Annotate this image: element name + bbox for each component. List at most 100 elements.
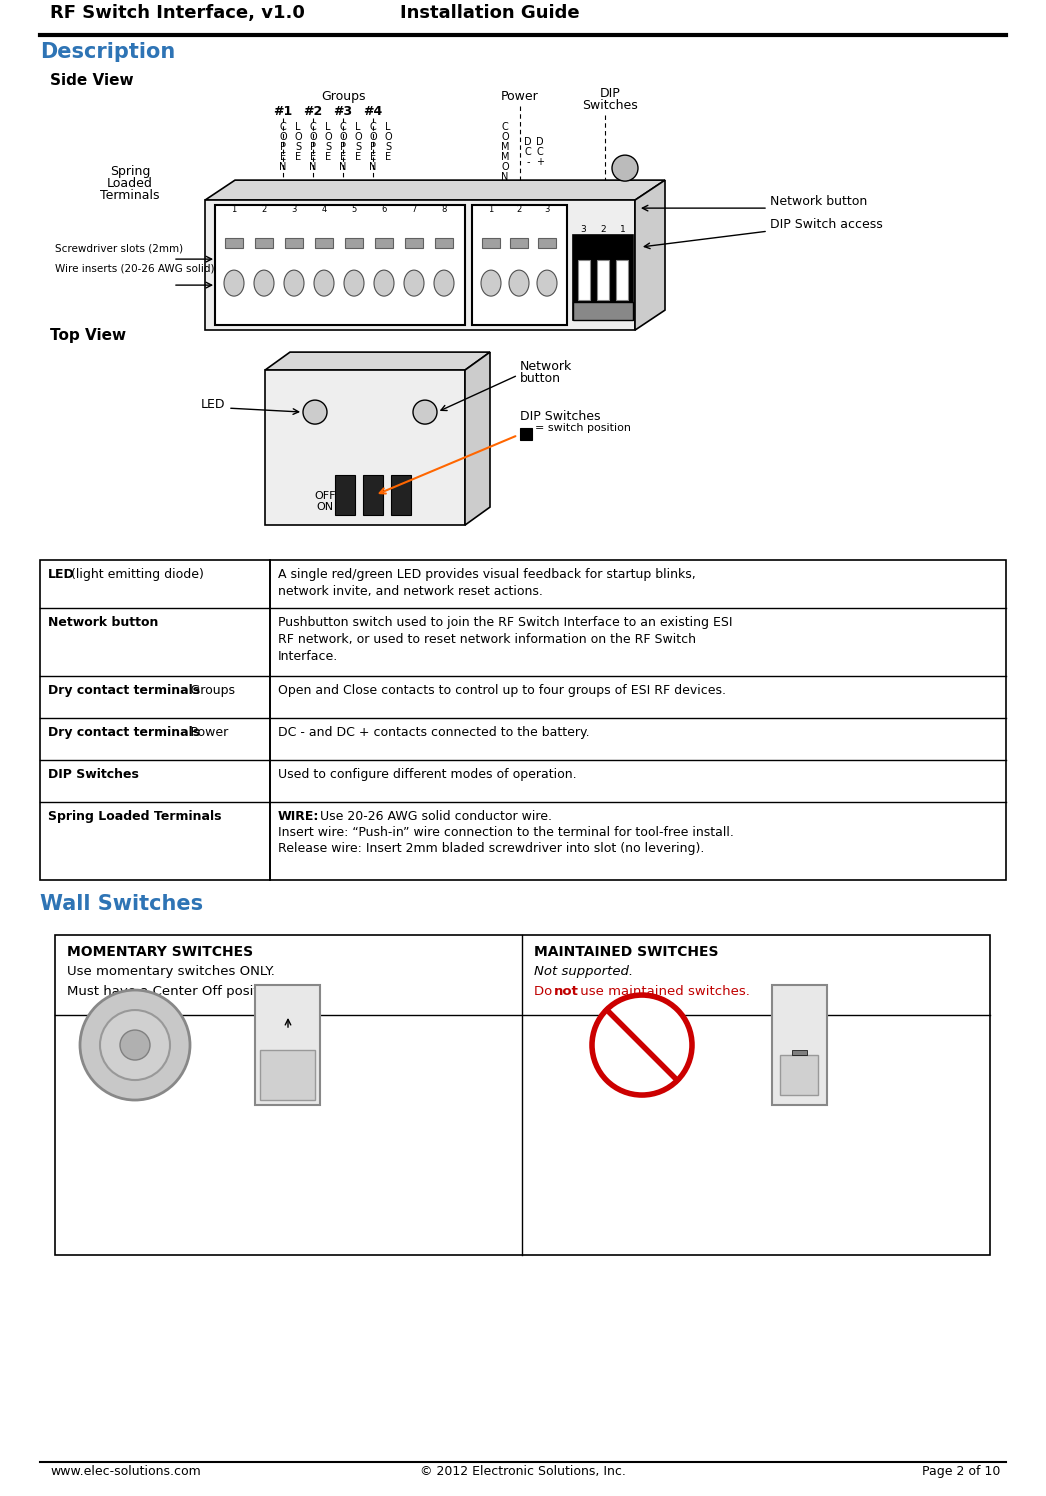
Bar [285, 238, 303, 248]
Circle shape [413, 399, 437, 423]
Text: 2: 2 [600, 224, 606, 233]
Text: LED: LED [48, 568, 74, 580]
Text: 1: 1 [231, 205, 236, 214]
Text: E: E [370, 153, 377, 162]
Text: S: S [355, 142, 361, 153]
Text: DIP Switches: DIP Switches [520, 410, 600, 423]
Text: N: N [339, 162, 346, 172]
Text: LED: LED [201, 398, 225, 411]
Text: 5: 5 [351, 205, 357, 214]
Text: C: C [525, 147, 531, 157]
Bar [363, 476, 383, 515]
Circle shape [120, 1031, 150, 1061]
Circle shape [612, 156, 638, 181]
Text: L: L [356, 123, 361, 132]
Circle shape [100, 1010, 170, 1080]
Text: S: S [325, 142, 332, 153]
Text: Switches: Switches [583, 99, 638, 112]
Text: = switch position: = switch position [535, 423, 631, 434]
Text: L: L [385, 123, 391, 132]
Text: M: M [501, 142, 509, 153]
Text: O: O [294, 132, 302, 142]
Text: Screwdriver slots (2mm): Screwdriver slots (2mm) [55, 244, 183, 253]
Text: Description: Description [40, 42, 176, 63]
Text: P: P [310, 142, 316, 153]
Text: OFF: OFF [314, 491, 336, 501]
Text: +: + [536, 157, 544, 168]
Bar [255, 984, 320, 1106]
Bar [573, 302, 633, 320]
Bar [573, 235, 633, 320]
Bar [772, 984, 827, 1106]
Text: MAINTAINED SWITCHES: MAINTAINED SWITCHES [535, 945, 719, 959]
Text: A single red/green LED provides visual feedback for startup blinks,
network invi: A single red/green LED provides visual f… [278, 568, 696, 598]
Text: E: E [280, 153, 286, 162]
Text: 3: 3 [292, 205, 297, 214]
Text: -: - [526, 157, 529, 168]
Text: 2: 2 [517, 205, 522, 214]
Text: 6: 6 [382, 205, 387, 214]
Ellipse shape [344, 271, 364, 296]
Text: www.elec-solutions.com: www.elec-solutions.com [50, 1465, 201, 1478]
Bar [538, 238, 556, 248]
Text: (light emitting diode): (light emitting diode) [67, 568, 204, 580]
Text: Pushbutton switch used to join the RF Switch Interface to an existing ESI
RF net: Pushbutton switch used to join the RF Sw… [278, 616, 732, 663]
Bar [472, 205, 567, 325]
Polygon shape [205, 180, 665, 200]
Text: Side View: Side View [50, 73, 134, 88]
Text: P: P [280, 142, 286, 153]
Text: Dry contact terminals: Dry contact terminals [48, 684, 200, 697]
Bar [616, 260, 628, 301]
Text: C: C [310, 123, 316, 132]
Text: E: E [340, 153, 346, 162]
Ellipse shape [224, 271, 244, 296]
Text: E: E [355, 153, 361, 162]
Ellipse shape [374, 271, 394, 296]
Text: Groups: Groups [321, 90, 365, 103]
Bar [435, 238, 453, 248]
Text: C: C [502, 123, 508, 132]
Text: Use 20-26 AWG solid conductor wire.: Use 20-26 AWG solid conductor wire. [316, 809, 552, 823]
Circle shape [79, 990, 190, 1100]
Text: 3: 3 [544, 205, 550, 214]
Text: Dry contact terminals: Dry contact terminals [48, 726, 200, 739]
Bar [315, 238, 333, 248]
Bar [255, 238, 273, 248]
Bar [405, 238, 423, 248]
Bar [597, 260, 609, 301]
Text: O: O [355, 132, 362, 142]
Bar [376, 238, 393, 248]
Text: 7: 7 [411, 205, 416, 214]
Text: RF Switch Interface, v1.0: RF Switch Interface, v1.0 [50, 4, 304, 22]
Text: 3: 3 [581, 224, 586, 233]
Text: DIP Switch access: DIP Switch access [770, 218, 883, 230]
Bar [335, 476, 355, 515]
Text: Loaded: Loaded [107, 177, 153, 190]
Text: 8: 8 [441, 205, 447, 214]
Bar [482, 238, 500, 248]
Polygon shape [635, 180, 665, 331]
Text: Terminals: Terminals [100, 188, 160, 202]
Bar [55, 935, 990, 1255]
Text: - Power: - Power [178, 726, 228, 739]
Text: C: C [537, 147, 543, 157]
Text: Network button: Network button [770, 194, 867, 208]
Text: #3: #3 [334, 105, 353, 118]
Bar [40, 560, 1006, 880]
Ellipse shape [509, 271, 529, 296]
Text: E: E [325, 153, 332, 162]
Text: MOMENTARY SWITCHES: MOMENTARY SWITCHES [67, 945, 253, 959]
Text: L: L [325, 123, 331, 132]
Text: Installation Guide: Installation Guide [400, 4, 579, 22]
Text: O: O [324, 132, 332, 142]
Text: DIP Switches: DIP Switches [48, 767, 139, 781]
Text: O: O [310, 132, 317, 142]
Text: D: D [537, 138, 544, 147]
Text: not: not [554, 984, 578, 998]
Bar [391, 476, 411, 515]
Text: N: N [501, 172, 508, 183]
Text: Wire inserts (20-26 AWG solid): Wire inserts (20-26 AWG solid) [55, 263, 214, 274]
Text: O: O [501, 162, 508, 172]
Bar [578, 260, 590, 301]
Bar [215, 205, 465, 325]
